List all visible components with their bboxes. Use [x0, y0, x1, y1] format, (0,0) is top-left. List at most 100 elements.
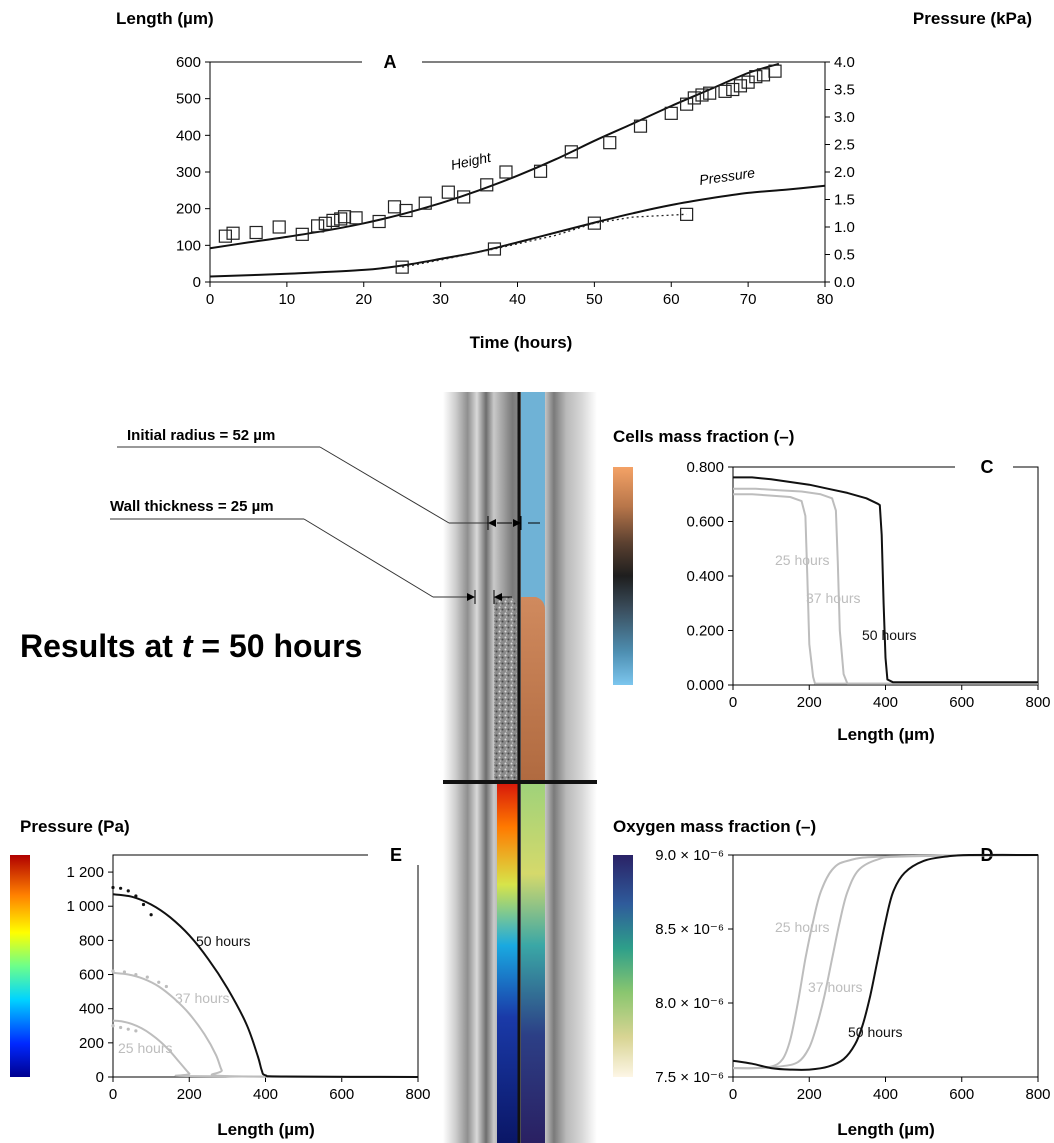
panel-e-dot: [134, 1029, 138, 1033]
panel-e-y-ticklabel: 400: [79, 1001, 104, 1018]
panel-d-50h-label: 50 hours: [848, 1024, 902, 1040]
panel-a-letter: A: [384, 52, 397, 72]
panel-a-yleft-ticklabel: 200: [176, 201, 201, 218]
initial-radius-label: Initial radius = 52 µm: [127, 427, 275, 444]
panel-d-x-ticklabel: 400: [873, 1086, 898, 1103]
panel-e-y-ticklabel: 1 200: [66, 864, 104, 881]
annotations: [110, 446, 540, 604]
panel-e-x-ticklabel: 0: [109, 1086, 117, 1103]
panel-a-yright-ticklabel: 0.5: [834, 247, 855, 264]
panel-a-marker: [457, 190, 471, 204]
panel-a-marker: [318, 216, 332, 230]
panel-e-x-ticklabel: 200: [177, 1086, 202, 1103]
panel-c-25h-label: 25 hours: [775, 552, 829, 568]
panel-e-line-37-hours: [112, 971, 419, 1078]
panel-a-marker: [311, 219, 325, 233]
panel-e-dot: [122, 970, 127, 974]
panel-a-marker: [349, 211, 363, 225]
panel-a-marker: [334, 212, 348, 226]
panel-e-dot: [164, 984, 168, 989]
results-title-suffix: = 50 hours: [192, 628, 362, 664]
panel-a-marker: [768, 64, 782, 78]
panel-e-dot: [111, 1024, 115, 1028]
panel-a-yleft-ticklabel: 0: [193, 274, 201, 291]
panel-e-y-ticklabel: 1 000: [66, 898, 104, 915]
panel-a-x-ticklabel: 60: [663, 291, 680, 308]
pressure-label: Pressure: [698, 164, 756, 188]
panel-e-letter: E: [390, 845, 402, 865]
panel-e-dot: [119, 886, 123, 890]
panel-a-marker: [749, 70, 763, 84]
panel-a-ylabel-right: Pressure (kPa): [913, 9, 1032, 28]
panel-c-y-ticklabel: 0.000: [686, 677, 724, 694]
panel-a-marker: [395, 260, 409, 274]
panel-a-ylabel-left: Length (µm): [116, 9, 214, 28]
panel-d-x-ticklabel: 200: [797, 1086, 822, 1103]
panel-e-line-50-hours: [112, 893, 419, 1078]
panel-c-x-ticklabel: 0: [729, 694, 737, 711]
panel-a-marker: [664, 106, 678, 120]
panel-d-line-37-hours: [732, 854, 1039, 1070]
panel-e-dot: [126, 1027, 130, 1031]
panel-c-line-37-hours: [733, 487, 1038, 685]
panel-a-x-ticklabel: 10: [279, 291, 296, 308]
panel-a-x-ticklabel: 40: [509, 291, 526, 308]
panel-d-x-ticklabel: 600: [949, 1086, 974, 1103]
panel-d-x-ticklabel: 0: [729, 1086, 737, 1103]
panel-a-marker: [733, 79, 748, 93]
panel-c-y-ticklabel: 0.200: [686, 623, 724, 640]
panel-e-dot: [111, 969, 115, 973]
panel-e-dot: [119, 1025, 123, 1030]
panel-c-ylabel: Cells mass fraction (–): [613, 427, 794, 446]
panel-d-y-ticklabel: 9.0 × 10⁻⁶: [655, 847, 724, 864]
panel-d: D Oxygen mass fraction (–) Length (µm) 0…: [613, 817, 1051, 1139]
panel-e-dot: [134, 972, 138, 977]
panel-e-x-ticklabel: 800: [405, 1086, 430, 1103]
panel-e-y-ticklabel: 200: [79, 1035, 104, 1052]
panel-c-line-50-hours: [733, 476, 1038, 684]
panel-a-marker: [399, 203, 413, 218]
panel-a-yright-ticklabel: 1.0: [834, 219, 855, 236]
panel-a-marker: [687, 91, 701, 105]
panel-a-marker: [587, 216, 601, 230]
panel-c-line-25-hours: [733, 493, 1038, 685]
results-title: Results at t = 50 hours: [20, 628, 362, 664]
panel-c-y-ticklabel: 0.600: [686, 514, 724, 531]
panel-a-marker: [441, 185, 455, 199]
panel-a-marker: [499, 165, 513, 179]
panel-d-line-50-hours: [732, 853, 1039, 1071]
panel-a-yright-ticklabel: 0.0: [834, 274, 855, 291]
panel-e-y-ticklabel: 0: [96, 1069, 104, 1086]
panel-a-marker: [387, 200, 402, 214]
panel-a-x-ticklabel: 70: [740, 291, 757, 308]
panel-a-pressure-line: [209, 184, 826, 278]
panel-a-xlabel: Time (hours): [470, 333, 573, 352]
panel-a-marker: [226, 226, 240, 240]
panel-a-marker: [703, 86, 717, 100]
pressure-colorbar: [10, 855, 30, 1077]
panel-a-yright-ticklabel: 3.5: [834, 82, 855, 99]
panel-a-yleft-ticklabel: 400: [176, 127, 201, 144]
panel-e-dot: [141, 902, 146, 907]
panel-a-marker: [718, 84, 732, 98]
panel-a: A Length (µm) Pressure (kPa) Time (hours…: [116, 9, 1032, 352]
panel-d-ylabel: Oxygen mass fraction (–): [613, 817, 816, 836]
panel-c-y-ticklabel: 0.400: [686, 568, 724, 585]
panel-a-marker: [487, 242, 502, 256]
panel-a-marker: [249, 225, 263, 240]
panel-a-yright-ticklabel: 1.5: [834, 192, 855, 209]
panel-d-37h-label: 37 hours: [808, 979, 862, 995]
tube-image: [443, 392, 597, 1143]
wall-thickness-label: Wall thickness = 25 µm: [110, 498, 274, 515]
panel-a-dotted-line: [402, 213, 687, 268]
results-title-t: t: [182, 628, 194, 664]
panel-d-y-ticklabel: 8.5 × 10⁻⁶: [655, 921, 724, 938]
panel-a-marker: [633, 119, 648, 133]
panel-c-37h-label: 37 hours: [806, 590, 860, 606]
panel-e-line-25-hours: [112, 1019, 419, 1078]
panel-a-marker: [418, 196, 432, 210]
panel-a-marker: [272, 220, 286, 234]
panel-c: C Cells mass fraction (–) Length (µm) 0 2…: [613, 427, 1051, 744]
panel-a-yleft-ticklabel: 500: [176, 91, 201, 108]
